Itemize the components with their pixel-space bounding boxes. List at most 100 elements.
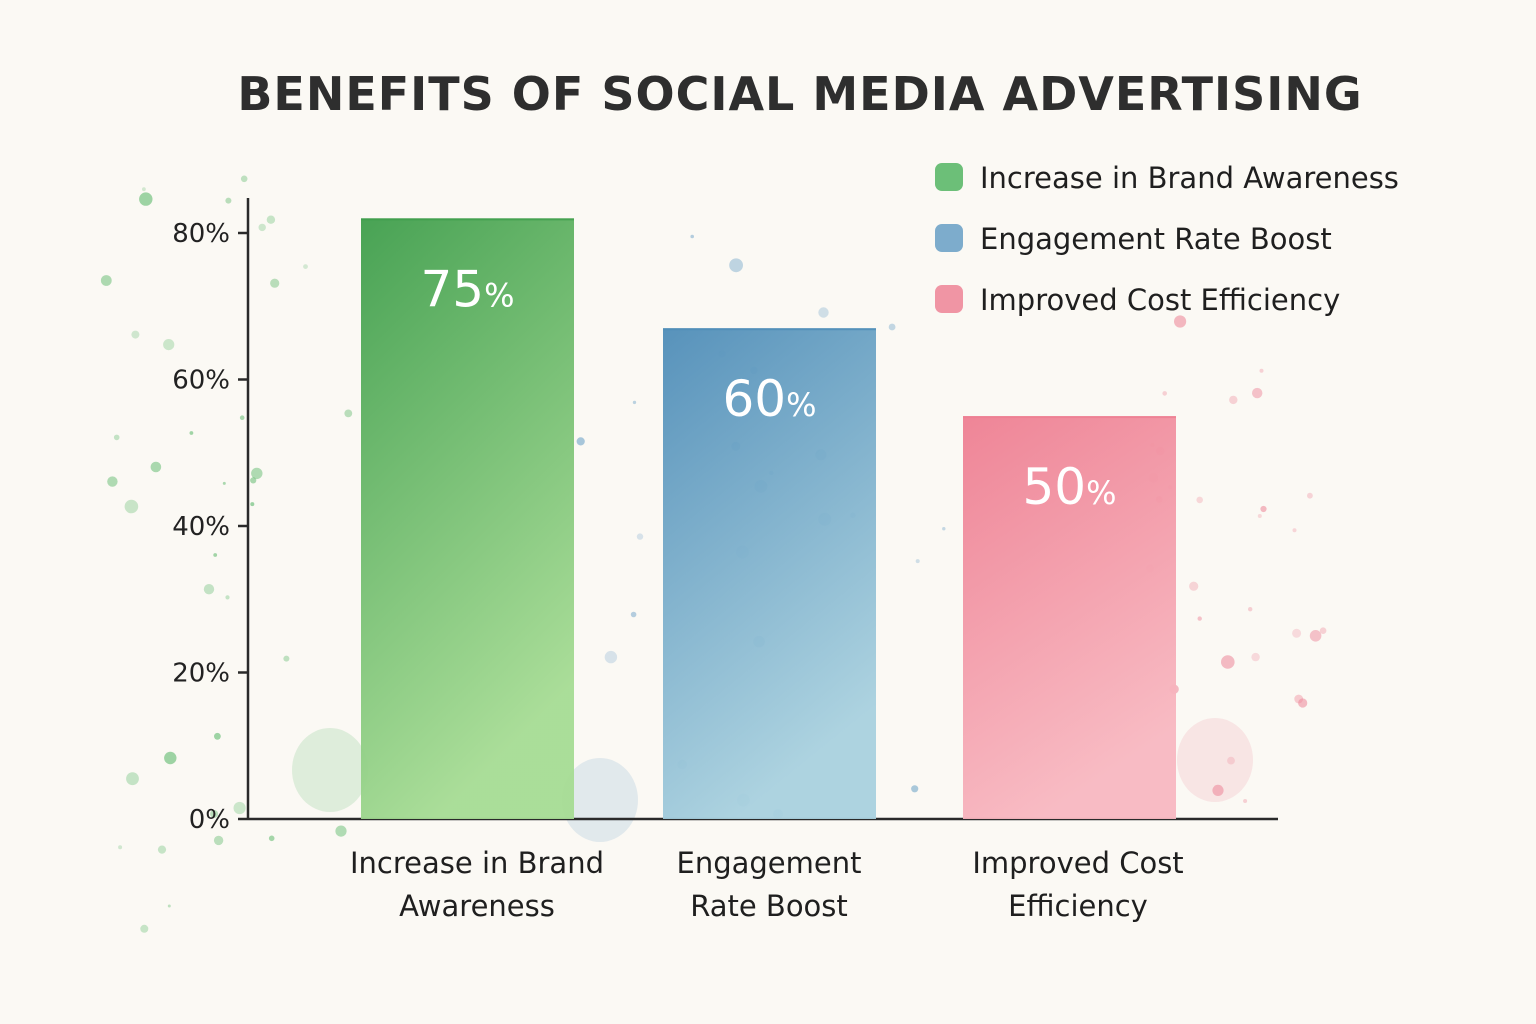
splatter-dot	[911, 785, 919, 793]
splatter-dot	[126, 772, 139, 786]
category-label: Engagement	[677, 846, 862, 880]
splatter-dot	[250, 477, 257, 484]
watercolor-splatter-decoration	[100, 175, 1327, 933]
splatter-dot	[1251, 652, 1260, 662]
bars-group	[361, 218, 1176, 820]
splatter-dot	[131, 330, 140, 339]
legend-swatch	[935, 285, 963, 313]
splatter-dot	[1248, 607, 1253, 612]
splatter-dot	[1319, 627, 1327, 634]
watercolor-wash	[562, 758, 638, 842]
splatter-dot	[250, 502, 255, 507]
splatter-dot	[1307, 492, 1313, 499]
data-label-suffix: %	[786, 386, 816, 424]
splatter-dot	[213, 553, 218, 557]
splatter-dot	[164, 751, 177, 765]
splatter-dot	[630, 611, 637, 618]
splatter-dot	[1196, 496, 1203, 504]
splatter-dot	[270, 278, 280, 288]
splatter-dot	[222, 481, 226, 485]
splatter-dot	[251, 467, 263, 480]
splatter-dot	[1174, 315, 1187, 328]
splatter-dot	[225, 197, 232, 204]
splatter-dot	[107, 476, 118, 487]
labels-group: 75% Increase in Brand Awareness 60% Engageme…	[350, 260, 1184, 923]
splatter-dot	[124, 499, 139, 514]
splatter-dot	[344, 409, 353, 418]
splatter-dot	[888, 323, 896, 331]
splatter-dot	[690, 234, 694, 239]
splatter-dot	[1197, 616, 1202, 621]
splatter-dot	[258, 223, 266, 232]
splatter-dot	[942, 527, 946, 531]
splatter-dot	[1260, 505, 1267, 513]
y-tick-label: 80%	[172, 219, 230, 249]
watercolor-wash	[1177, 718, 1253, 802]
data-label-suffix: %	[1086, 474, 1116, 512]
splatter-dot	[1212, 784, 1224, 797]
splatter-dot	[239, 415, 245, 421]
splatter-dot	[139, 192, 153, 206]
y-tick-label: 40%	[172, 512, 230, 542]
splatter-dot	[157, 845, 167, 854]
splatter-dot	[225, 595, 230, 600]
splatter-dot	[1292, 528, 1297, 533]
data-label-value: 50	[1022, 458, 1086, 516]
category-label: Efficiency	[1008, 889, 1148, 923]
splatter-dot	[268, 835, 275, 842]
splatter-dot	[189, 431, 194, 435]
splatter-dot	[142, 187, 146, 192]
splatter-dot	[915, 559, 920, 564]
splatter-dot	[604, 650, 618, 664]
splatter-dot	[1309, 630, 1322, 642]
splatter-dot	[303, 264, 308, 269]
bar-1	[361, 218, 574, 820]
splatter-dot	[283, 655, 290, 662]
category-label: Increase in Brand	[350, 846, 604, 880]
splatter-dot	[203, 584, 215, 595]
splatter-dot	[1221, 655, 1235, 669]
watercolor-wash	[292, 728, 368, 812]
category-label: Rate Boost	[690, 889, 848, 923]
category-label: Improved Cost	[972, 846, 1183, 880]
legend: Increase in Brand Awareness Engagement Ra…	[935, 161, 1399, 317]
splatter-dot	[1259, 368, 1264, 373]
splatter-dot	[150, 461, 162, 473]
bar-2	[663, 328, 876, 819]
data-label-value: 75	[420, 260, 484, 318]
splatter-dot	[1229, 395, 1238, 405]
splatter-dot	[213, 835, 224, 846]
splatter-dot	[1252, 387, 1263, 399]
splatter-dot	[632, 400, 637, 405]
splatter-dot	[1298, 698, 1308, 708]
data-label-1: 75%	[420, 260, 514, 318]
splatter-dot	[1257, 514, 1262, 518]
data-label-value: 60	[722, 370, 786, 428]
splatter-dot	[266, 215, 276, 224]
splatter-dot	[335, 825, 347, 837]
data-label-3: 50%	[1022, 458, 1116, 516]
splatter-dot	[118, 845, 123, 850]
splatter-dot	[1292, 628, 1302, 638]
data-label-suffix: %	[484, 276, 514, 314]
splatter-dot	[210, 810, 219, 818]
splatter-dot	[1227, 756, 1235, 765]
legend-label: Engagement Rate Boost	[980, 222, 1332, 256]
splatter-dot	[1162, 391, 1167, 396]
splatter-dot	[729, 258, 743, 273]
splatter-dot	[214, 732, 221, 740]
splatter-dot	[140, 924, 149, 933]
splatter-dot	[240, 175, 248, 183]
legend-swatch	[935, 163, 963, 191]
bar-3	[963, 416, 1176, 819]
data-label-2: 60%	[722, 370, 816, 428]
category-label: Awareness	[399, 889, 555, 923]
splatter-dot	[1189, 581, 1199, 591]
splatter-dot	[100, 275, 112, 286]
splatter-dot	[163, 339, 175, 351]
splatter-dot	[1243, 799, 1248, 803]
y-tick-label: 0%	[189, 805, 230, 835]
y-tick-label: 60%	[172, 366, 230, 396]
